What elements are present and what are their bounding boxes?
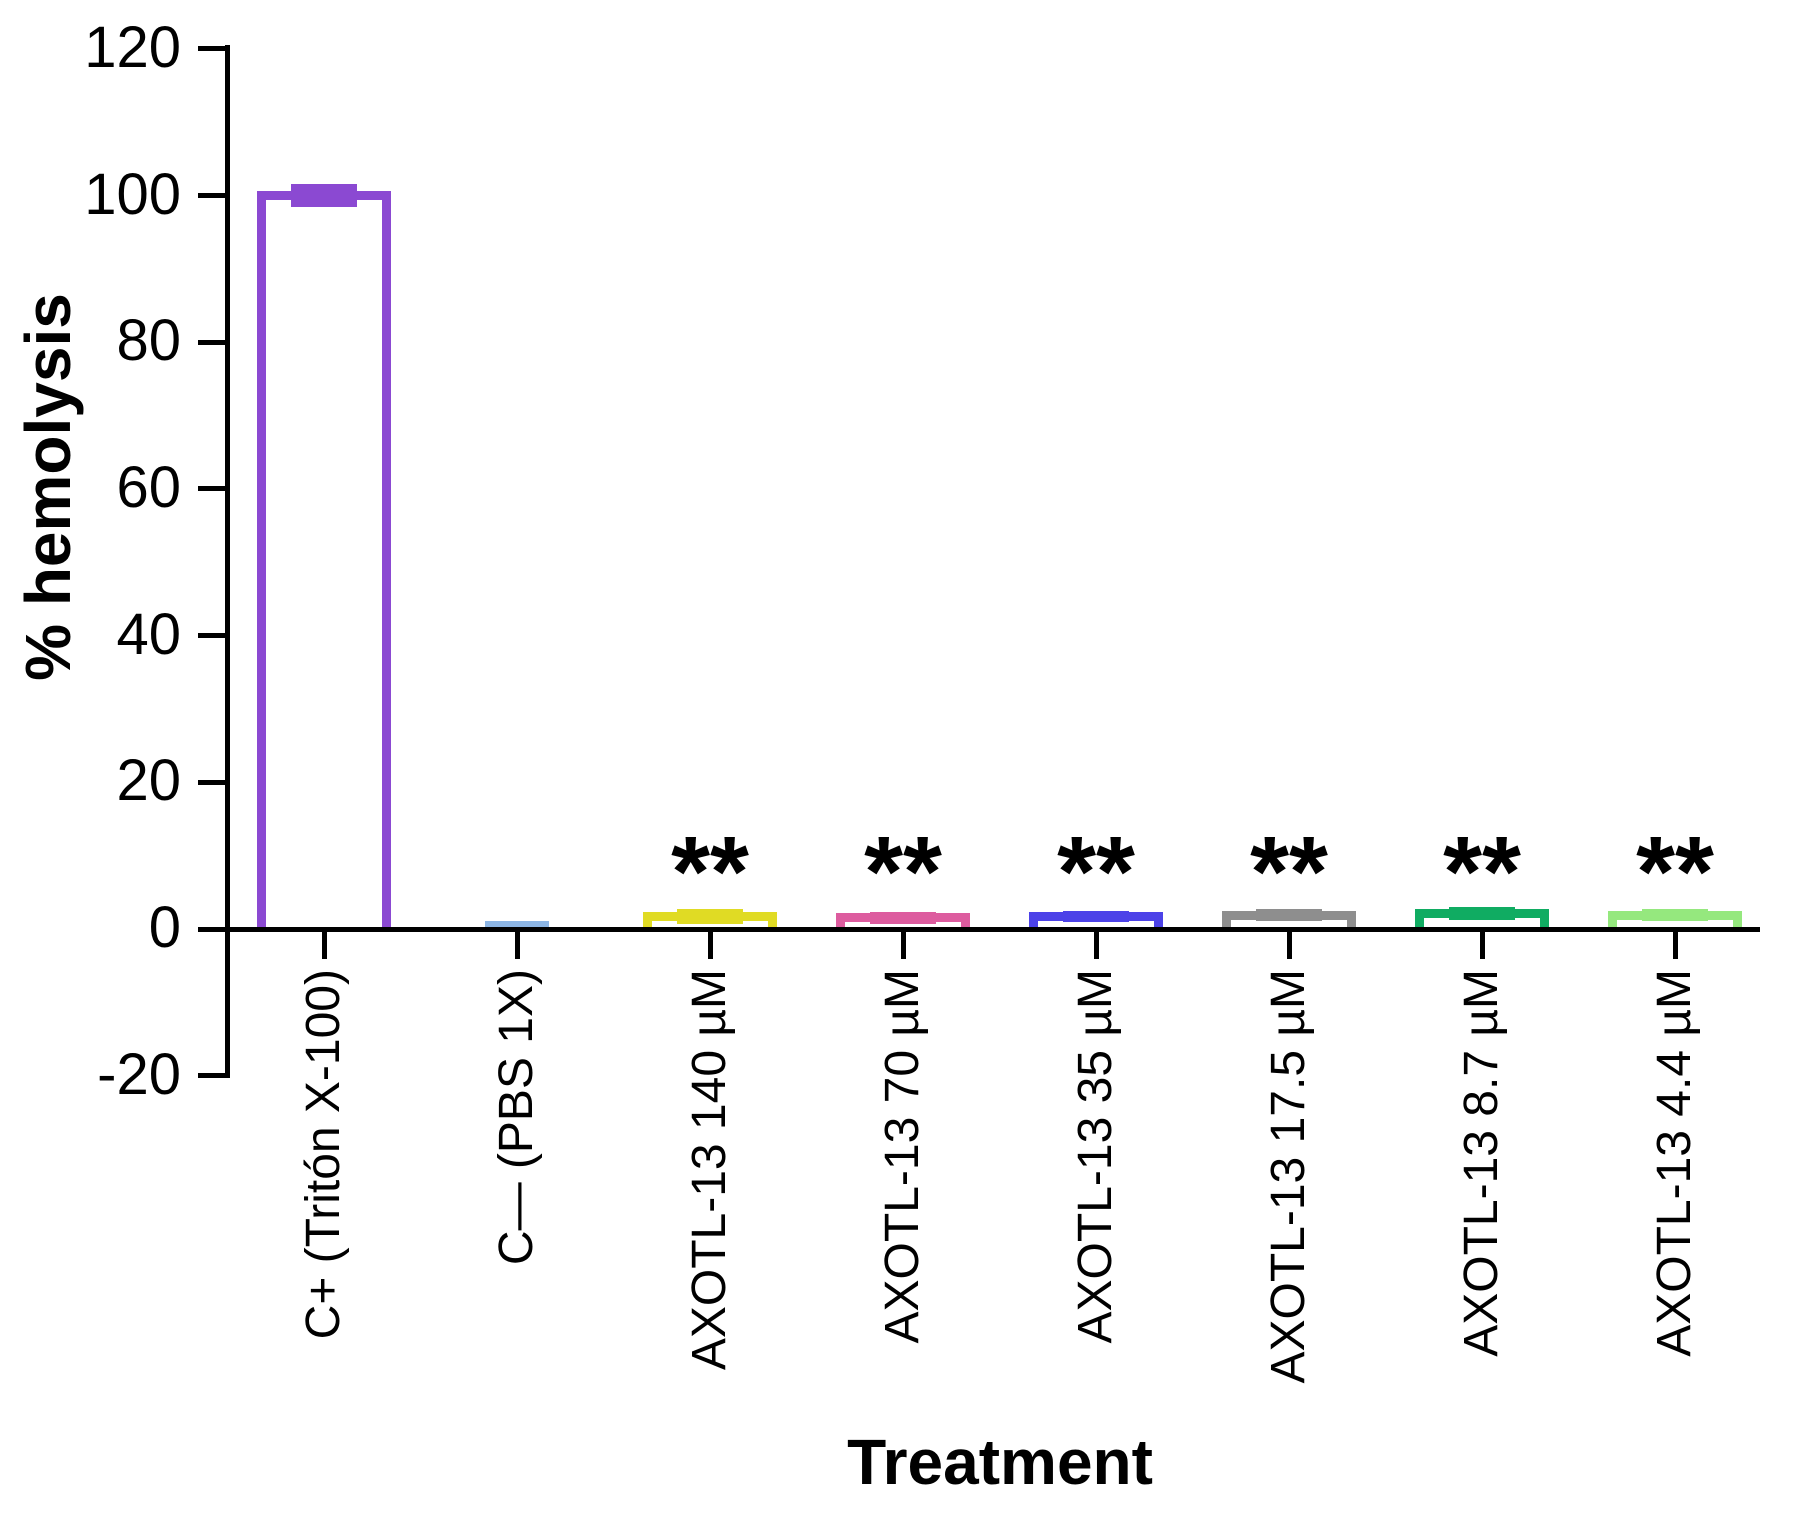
error-bar-cap-7-1: [1642, 913, 1708, 922]
significance-marker-2: **: [671, 816, 749, 928]
significance-marker-5: **: [1250, 816, 1328, 928]
significance-marker-3: **: [864, 816, 942, 928]
error-bar-cap-6-1: [1449, 911, 1515, 920]
error-bar-cap-3-1: [870, 915, 936, 924]
bar-0: [257, 191, 391, 929]
x-axis-line: [225, 926, 1760, 932]
y-tick-label-2: 80: [116, 308, 181, 374]
significance-marker-4: **: [1057, 816, 1135, 928]
x-tick-label-text-0: C+ (Tritón X-100): [297, 969, 350, 1340]
x-tick-4: [1093, 931, 1099, 959]
y-tick-0: [198, 46, 225, 52]
x-tick-0: [321, 931, 327, 959]
x-tick-2: [707, 931, 713, 959]
error-bar-cap-0-1: [291, 198, 357, 207]
y-tick-7: [198, 1073, 225, 1079]
y-tick-label-1: 100: [84, 161, 181, 227]
y-tick-label-0: 120: [84, 14, 181, 80]
y-tick-2: [198, 339, 225, 345]
x-tick-label-text-2: AXOTL-13 140 µM: [683, 969, 736, 1371]
x-tick-3: [900, 931, 906, 959]
y-tick-1: [198, 193, 225, 198]
error-bar-cap-2-1: [677, 916, 743, 925]
error-bar-line-0: [320, 188, 328, 203]
y-tick-label-4: 40: [116, 601, 181, 667]
x-tick-label-text-3: AXOTL-13 70 µM: [876, 969, 929, 1344]
y-tick-label-3: 60: [116, 454, 181, 520]
error-bar-cap-2-0: [677, 908, 743, 917]
y-axis-line: [225, 45, 230, 1079]
x-tick-label-text-5: AXOTL-13 17.5 µM: [1262, 969, 1315, 1384]
y-tick-label-6: 0: [148, 895, 181, 960]
x-tick-6: [1479, 931, 1485, 959]
error-bar-cap-4-1: [1063, 914, 1129, 923]
y-tick-label-7: -20: [97, 1041, 181, 1107]
x-tick-label-text-7: AXOTL-13 4.4 µM: [1648, 969, 1701, 1357]
error-bar-cap-0-0: [291, 184, 357, 193]
significance-marker-6: **: [1443, 816, 1521, 928]
x-tick-label-text-4: AXOTL-13 35 µM: [1069, 969, 1122, 1344]
zero-bar-marker-1: [485, 921, 549, 930]
error-bar-cap-6-0: [1449, 907, 1515, 916]
y-tick-5: [198, 779, 225, 785]
y-tick-label-5: 20: [116, 748, 181, 814]
y-tick-4: [198, 633, 225, 639]
x-tick-1: [514, 931, 520, 959]
y-tick-3: [198, 486, 225, 492]
error-bar-cap-7-0: [1642, 908, 1708, 917]
error-bar-cap-5-0: [1256, 908, 1322, 917]
x-tick-7: [1672, 931, 1678, 959]
x-tick-label-text-6: AXOTL-13 8.7 µM: [1455, 969, 1508, 1357]
x-tick-5: [1286, 931, 1292, 959]
x-tick-label-text-1: C— (PBS 1X): [490, 969, 543, 1266]
y-tick-6: [198, 926, 225, 932]
significance-marker-7: **: [1636, 816, 1714, 928]
x-axis-title: Treatment: [847, 1426, 1153, 1498]
error-bar-cap-5-1: [1256, 913, 1322, 922]
